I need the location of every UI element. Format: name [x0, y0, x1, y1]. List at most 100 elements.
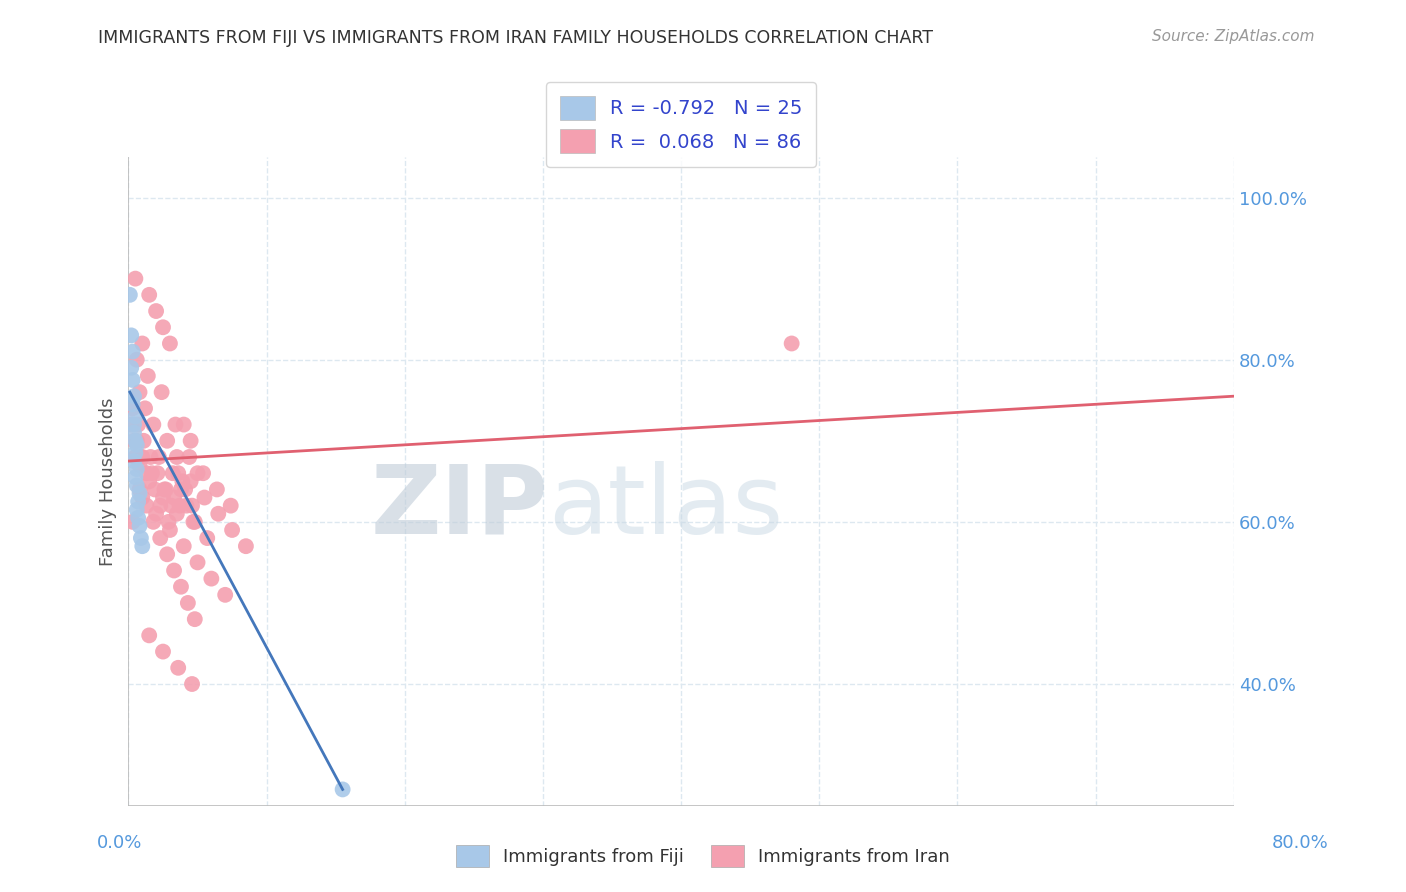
Point — [125, 438, 148, 452]
Point — [152, 320, 174, 334]
Text: atlas: atlas — [548, 461, 783, 554]
Point — [122, 417, 145, 432]
Point — [141, 467, 163, 481]
Point — [125, 462, 148, 476]
Point — [153, 483, 176, 497]
Point — [127, 511, 149, 525]
Point — [173, 539, 195, 553]
Point — [159, 336, 181, 351]
Point — [177, 596, 200, 610]
Point — [121, 373, 143, 387]
Point — [187, 555, 209, 569]
Point — [142, 515, 165, 529]
Point — [174, 483, 197, 497]
Point — [180, 434, 202, 448]
Point — [128, 519, 150, 533]
Point — [120, 328, 142, 343]
Point — [131, 450, 153, 464]
Point — [124, 409, 146, 424]
Point — [125, 434, 148, 448]
Point — [181, 677, 204, 691]
Point — [149, 499, 172, 513]
Point — [167, 661, 190, 675]
Point — [120, 417, 142, 432]
Point — [163, 491, 186, 505]
Point — [125, 352, 148, 367]
Point — [129, 531, 152, 545]
Point — [176, 499, 198, 513]
Point — [121, 401, 143, 416]
Point — [127, 494, 149, 508]
Point — [135, 467, 157, 481]
Point — [166, 507, 188, 521]
Point — [169, 499, 191, 513]
Point — [129, 450, 152, 464]
Point — [121, 344, 143, 359]
Point — [184, 612, 207, 626]
Text: IMMIGRANTS FROM FIJI VS IMMIGRANTS FROM IRAN FAMILY HOUSEHOLDS CORRELATION CHART: IMMIGRANTS FROM FIJI VS IMMIGRANTS FROM … — [98, 29, 934, 46]
Point — [125, 502, 148, 516]
Point — [170, 483, 193, 497]
Point — [193, 491, 215, 505]
Point — [780, 336, 803, 351]
Point — [120, 360, 142, 375]
Point — [163, 564, 186, 578]
Point — [146, 467, 169, 481]
Point — [122, 389, 145, 403]
Point — [219, 499, 242, 513]
Point — [145, 304, 167, 318]
Point — [167, 467, 190, 481]
Point — [180, 475, 202, 489]
Point — [157, 515, 180, 529]
Point — [138, 628, 160, 642]
Text: 0.0%: 0.0% — [97, 834, 142, 852]
Point — [152, 491, 174, 505]
Point — [187, 467, 209, 481]
Point — [160, 499, 183, 513]
Text: ZIP: ZIP — [371, 461, 548, 554]
Point — [124, 470, 146, 484]
Point — [166, 450, 188, 464]
Point — [162, 467, 184, 481]
Point — [205, 483, 228, 497]
Point — [159, 523, 181, 537]
Point — [150, 385, 173, 400]
Point — [155, 483, 177, 497]
Point — [142, 417, 165, 432]
Point — [139, 450, 162, 464]
Point — [136, 368, 159, 383]
Point — [332, 782, 354, 797]
Point — [195, 531, 218, 545]
Point — [235, 539, 257, 553]
Y-axis label: Family Households: Family Households — [100, 397, 117, 566]
Point — [124, 271, 146, 285]
Point — [207, 507, 229, 521]
Point — [152, 644, 174, 658]
Point — [128, 458, 150, 472]
Point — [181, 499, 204, 513]
Point — [131, 336, 153, 351]
Point — [156, 434, 179, 448]
Point — [221, 523, 243, 537]
Point — [143, 483, 166, 497]
Point — [135, 499, 157, 513]
Point — [127, 417, 149, 432]
Point — [138, 475, 160, 489]
Point — [122, 454, 145, 468]
Point — [121, 515, 143, 529]
Legend: R = -0.792   N = 25, R =  0.068   N = 86: R = -0.792 N = 25, R = 0.068 N = 86 — [546, 82, 817, 167]
Point — [122, 425, 145, 440]
Point — [214, 588, 236, 602]
Point — [184, 515, 207, 529]
Legend: Immigrants from Fiji, Immigrants from Iran: Immigrants from Fiji, Immigrants from Ir… — [449, 838, 957, 874]
Point — [125, 478, 148, 492]
Point — [172, 475, 194, 489]
Point — [191, 467, 214, 481]
Point — [121, 397, 143, 411]
Point — [128, 486, 150, 500]
Point — [165, 417, 187, 432]
Point — [124, 434, 146, 448]
Point — [118, 288, 141, 302]
Point — [173, 417, 195, 432]
Point — [132, 434, 155, 448]
